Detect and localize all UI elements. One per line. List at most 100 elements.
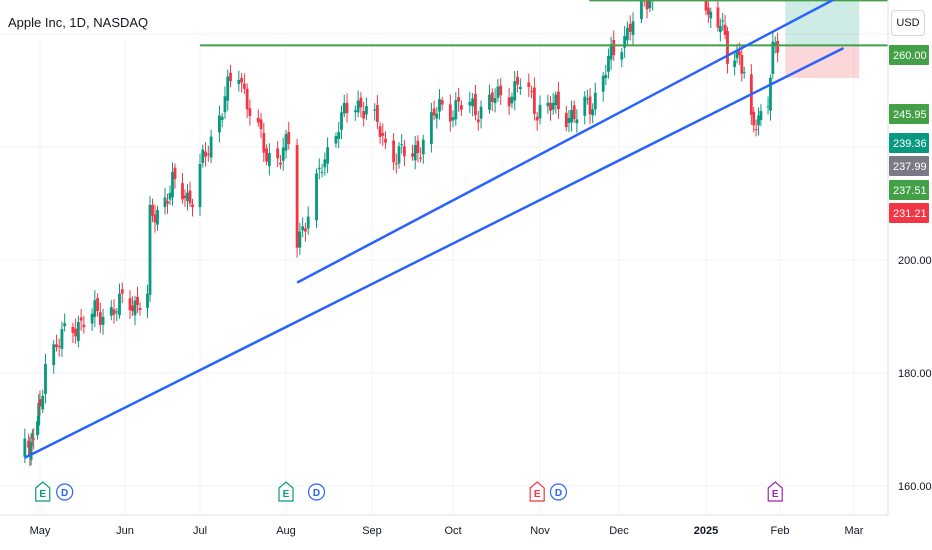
candle-body — [648, 0, 652, 9]
candle-body — [206, 153, 210, 155]
candle-body — [623, 36, 627, 48]
candle-body — [166, 201, 169, 204]
earnings-icon — [278, 481, 294, 502]
candle-body — [430, 112, 433, 144]
candle-body — [373, 109, 377, 111]
candle-body — [771, 41, 775, 75]
price-tag — [889, 104, 929, 124]
candle-body — [535, 116, 539, 121]
candle-body — [588, 96, 592, 115]
candle-body — [153, 214, 157, 223]
candle-body — [345, 102, 349, 114]
candle-body — [220, 116, 224, 120]
x-tick-label: Aug — [276, 525, 296, 537]
candle-body — [301, 226, 305, 231]
candle-body — [151, 204, 154, 216]
position-zones — [785, 0, 860, 79]
price-tag-label: 239.36 — [893, 138, 927, 150]
candle-body — [76, 321, 80, 341]
candle-body — [640, 0, 643, 20]
candle-body — [631, 21, 635, 35]
candle-body — [353, 110, 357, 113]
price-tag — [889, 133, 929, 153]
candle-body — [411, 153, 414, 157]
candle-body — [133, 300, 137, 316]
candle-body — [359, 97, 363, 108]
candle-body — [198, 163, 202, 208]
candle-body — [721, 20, 725, 22]
candle-body — [626, 27, 629, 41]
candle-body — [759, 111, 763, 121]
price-tag — [889, 45, 929, 65]
earnings-icon-label: E — [772, 489, 779, 500]
dividend-icon-label: D — [61, 488, 68, 499]
y-tick-label: 160.00 — [898, 481, 932, 493]
candle-body — [706, 7, 710, 15]
candle-body — [604, 74, 608, 79]
candle-body — [564, 112, 568, 128]
trendlines — [24, 0, 844, 459]
candle-body — [267, 153, 271, 167]
candle-body — [229, 72, 232, 82]
candle-body — [356, 100, 360, 113]
earnings-icon — [35, 481, 51, 502]
candle-body — [27, 440, 30, 448]
candle-body — [259, 119, 263, 130]
price-tag-label: 245.95 — [893, 109, 927, 121]
dividend-icon — [56, 483, 74, 501]
candle-body — [156, 210, 159, 225]
trendline — [296, 0, 836, 284]
candle-body — [518, 86, 522, 90]
candle-body — [279, 162, 282, 165]
candle-body — [378, 126, 382, 137]
candle-body — [183, 195, 187, 199]
candle-body — [171, 172, 174, 198]
candle-body — [36, 421, 39, 436]
candle-body — [440, 100, 444, 105]
candle-body — [138, 307, 142, 311]
candle-body — [709, 11, 713, 19]
candle-body — [738, 51, 741, 56]
dividend-icon-label: D — [313, 488, 320, 499]
x-tick-label: Nov — [530, 525, 550, 537]
candle-body — [326, 147, 330, 164]
candle-body — [71, 326, 75, 333]
candle-body — [557, 91, 560, 110]
candle-body — [74, 328, 78, 337]
candle-body — [752, 111, 756, 126]
candle-body — [460, 105, 463, 110]
candle-body — [476, 119, 480, 123]
candle-body — [287, 131, 291, 144]
candle-body — [37, 402, 41, 426]
candle-body — [493, 98, 497, 104]
candle-body — [609, 44, 613, 60]
candle-body — [55, 344, 58, 348]
candle-body — [572, 105, 576, 120]
candle-body — [334, 136, 338, 144]
candle-body — [607, 55, 610, 72]
candle-body — [298, 231, 302, 248]
candle-body — [237, 79, 241, 85]
price-tags: 260.00 245.95 239.36 237.99 237.51 231.21 — [889, 45, 929, 223]
candle-body — [451, 117, 455, 121]
candle-body — [93, 300, 97, 317]
candle-body — [499, 85, 503, 96]
candle-body — [52, 344, 56, 365]
candle-body — [242, 83, 246, 89]
price-tag — [889, 180, 929, 200]
price-tag-label: 260.00 — [893, 50, 927, 62]
chart-title: Apple Inc, 1D, NASDAQ — [8, 15, 149, 30]
candle-body — [757, 115, 760, 126]
candle-body — [474, 93, 477, 116]
dividend-icon — [549, 483, 568, 501]
candle-body — [394, 163, 398, 165]
candle-body — [645, 0, 649, 10]
candle-body — [376, 105, 379, 123]
candle-body — [32, 438, 36, 440]
currency-button[interactable]: USD — [891, 10, 925, 36]
earnings-icon — [767, 481, 783, 502]
candle-body — [620, 52, 624, 60]
candle-body — [38, 399, 42, 407]
candle-body — [304, 228, 307, 232]
